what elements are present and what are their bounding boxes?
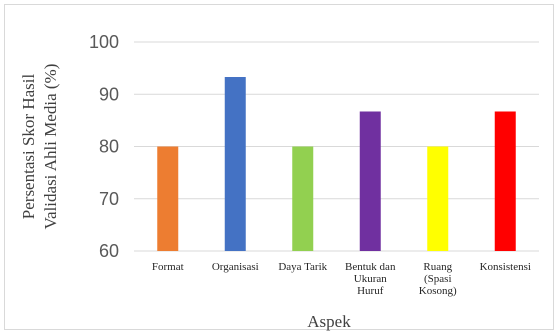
y-axis-title: Persentasi Skor Hasil Validasi Ahli Media… (19, 64, 60, 230)
category-label-line: Ukuran (354, 273, 387, 285)
y-tick-labels: 60 70 80 90 100 (89, 32, 119, 261)
y-axis-title-line: Persentasi Skor Hasil (19, 74, 38, 220)
category-label-line: Format (152, 261, 184, 273)
y-axis-title-line: Validasi Ahli Media (%) (41, 64, 60, 230)
gridlines (134, 41, 539, 252)
chart-frame: 60 70 80 90 100 Format Organisasi Daya Tarik Be… (4, 4, 554, 331)
category-label: Daya Tarik (278, 261, 327, 273)
bar (359, 111, 381, 252)
bars (157, 77, 516, 252)
category-label: Format (152, 261, 184, 273)
y-tick-label: 100 (89, 32, 119, 52)
bar (292, 146, 314, 251)
category-label-line: (Spasi (424, 273, 452, 285)
category-label: Bentuk dan Ukuran Huruf (345, 261, 396, 297)
category-label-line: Ruang (423, 261, 452, 273)
y-tick-label: 60 (99, 241, 119, 261)
x-axis-title: Aspek (307, 312, 351, 331)
category-label: Organisasi (212, 261, 259, 273)
bar (224, 77, 246, 251)
category-label-line: Konsistensi (480, 261, 531, 273)
category-label: Ruang (Spasi Kosong) (419, 261, 457, 297)
y-tick-label: 70 (99, 189, 119, 209)
y-tick-label: 80 (99, 137, 119, 157)
category-label: Konsistensi (480, 261, 531, 273)
category-label-line: Bentuk dan (345, 261, 396, 273)
category-label-line: Organisasi (212, 261, 259, 273)
category-labels: Format Organisasi Daya Tarik Bentuk dan Ukur… (152, 261, 531, 297)
category-label-line: Kosong) (419, 285, 457, 297)
bar (157, 146, 179, 251)
bar-chart: 60 70 80 90 100 Format Organisasi Daya Tarik Be… (19, 32, 539, 331)
bar (494, 111, 516, 252)
category-label-line: Huruf (357, 285, 384, 297)
y-tick-label: 90 (99, 84, 119, 104)
bar (427, 146, 449, 251)
category-label-line: Daya Tarik (278, 261, 327, 273)
